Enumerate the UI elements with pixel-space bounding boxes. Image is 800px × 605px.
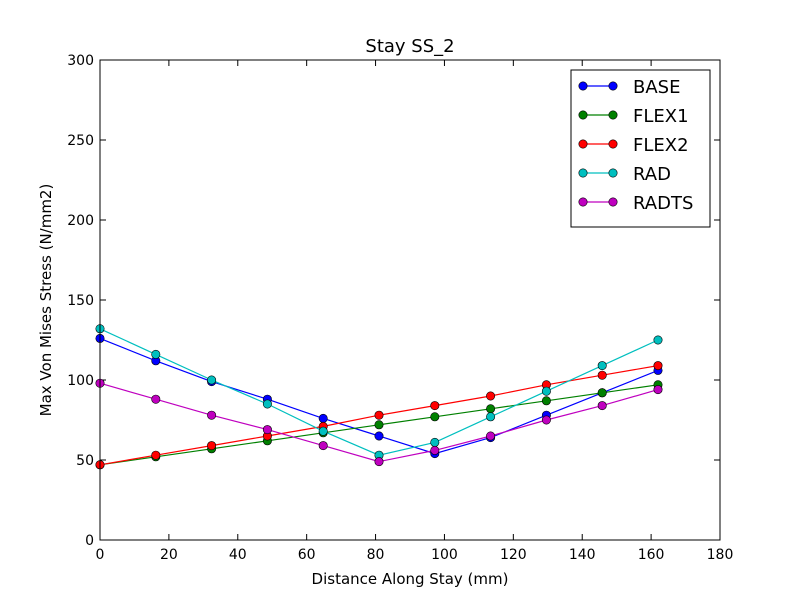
- x-tick-label: 140: [569, 547, 596, 563]
- legend-box: [570, 69, 711, 228]
- data-point-radts: [653, 385, 663, 395]
- legend-marker: [578, 168, 588, 178]
- data-point-flex2: [486, 391, 496, 401]
- legend-marker: [608, 110, 618, 120]
- data-point-base: [374, 431, 384, 441]
- data-point-radts: [597, 401, 607, 411]
- legend-marker: [578, 197, 588, 207]
- data-point-flex2: [374, 410, 384, 420]
- data-point-flex2: [151, 450, 161, 460]
- legend: BASE FLEX1 FLEX2 RAD RADTS: [570, 69, 711, 228]
- data-point-radts: [262, 425, 272, 435]
- data-point-radts: [151, 394, 161, 404]
- y-tick-label: 250: [67, 133, 94, 149]
- data-point-rad: [262, 399, 272, 409]
- legend-label: FLEX1: [633, 106, 689, 127]
- data-point-base: [318, 413, 328, 423]
- data-point-rad: [653, 335, 663, 345]
- plot-frame: [99, 59, 721, 541]
- data-point-radts: [541, 415, 551, 425]
- x-tick-label: 120: [500, 547, 527, 563]
- legend-entry-base: BASE: [578, 77, 680, 98]
- axis-ticks: 0 20 40 60 80 100 120 140 160 180 0 50 100 150 200 250 3…: [67, 53, 733, 563]
- data-point-rad: [486, 412, 496, 422]
- data-point-radts: [374, 457, 384, 467]
- legend-entry-flex1: FLEX1: [578, 106, 689, 127]
- data-point-radts: [486, 431, 496, 441]
- x-axis-label: Distance Along Stay (mm): [312, 570, 509, 588]
- x-tick-label: 20: [160, 547, 178, 563]
- data-point-flex1: [374, 420, 384, 430]
- data-point-rad: [597, 361, 607, 371]
- x-tick-label: 160: [638, 547, 665, 563]
- y-tick-label: 150: [67, 293, 94, 309]
- series-rad: [95, 324, 663, 460]
- x-tick-label: 40: [229, 547, 247, 563]
- y-tick-label: 50: [76, 453, 94, 469]
- legend-entry-radts: RADTS: [578, 193, 693, 214]
- data-point-flex2: [597, 370, 607, 380]
- x-tick-label: 180: [707, 547, 734, 563]
- data-point-flex1: [597, 388, 607, 398]
- legend-label: FLEX2: [633, 135, 689, 156]
- data-point-rad: [541, 386, 551, 396]
- legend-marker: [608, 197, 618, 207]
- y-tick-label: 200: [67, 213, 94, 229]
- data-point-rad: [430, 437, 440, 447]
- data-point-flex2: [653, 361, 663, 371]
- y-tick-label: 0: [85, 533, 94, 549]
- legend-marker: [578, 139, 588, 149]
- legend-marker: [608, 168, 618, 178]
- data-point-flex1: [430, 412, 440, 422]
- legend-marker: [608, 139, 618, 149]
- legend-label: RADTS: [633, 193, 693, 214]
- data-point-radts: [430, 445, 440, 455]
- x-tick-label: 100: [431, 547, 458, 563]
- data-point-radts: [207, 410, 217, 420]
- legend-marker: [608, 81, 618, 91]
- data-point-rad: [207, 375, 217, 385]
- x-tick-label: 0: [96, 547, 105, 563]
- x-tick-label: 80: [367, 547, 385, 563]
- legend-marker: [578, 110, 588, 120]
- x-tick-label: 60: [298, 547, 316, 563]
- y-tick-label: 300: [67, 53, 94, 69]
- legend-entry-flex2: FLEX2: [578, 135, 689, 156]
- data-point-flex2: [207, 441, 217, 451]
- legend-entry-rad: RAD: [578, 164, 671, 185]
- legend-marker: [578, 81, 588, 91]
- legend-label: RAD: [633, 164, 671, 185]
- data-point-flex1: [541, 396, 551, 406]
- y-tick-label: 100: [67, 373, 94, 389]
- series-radts: [95, 378, 663, 467]
- y-axis-label: Max Von Mises Stress (N/mm2): [37, 184, 55, 417]
- data-point-flex1: [486, 404, 496, 414]
- legend-label: BASE: [633, 77, 680, 98]
- data-point-flex2: [430, 401, 440, 411]
- data-point-rad: [151, 349, 161, 359]
- data-point-radts: [318, 441, 328, 451]
- data-point-rad: [318, 426, 328, 436]
- chart-title: Stay SS_2: [365, 36, 454, 57]
- series-lines: [95, 324, 663, 470]
